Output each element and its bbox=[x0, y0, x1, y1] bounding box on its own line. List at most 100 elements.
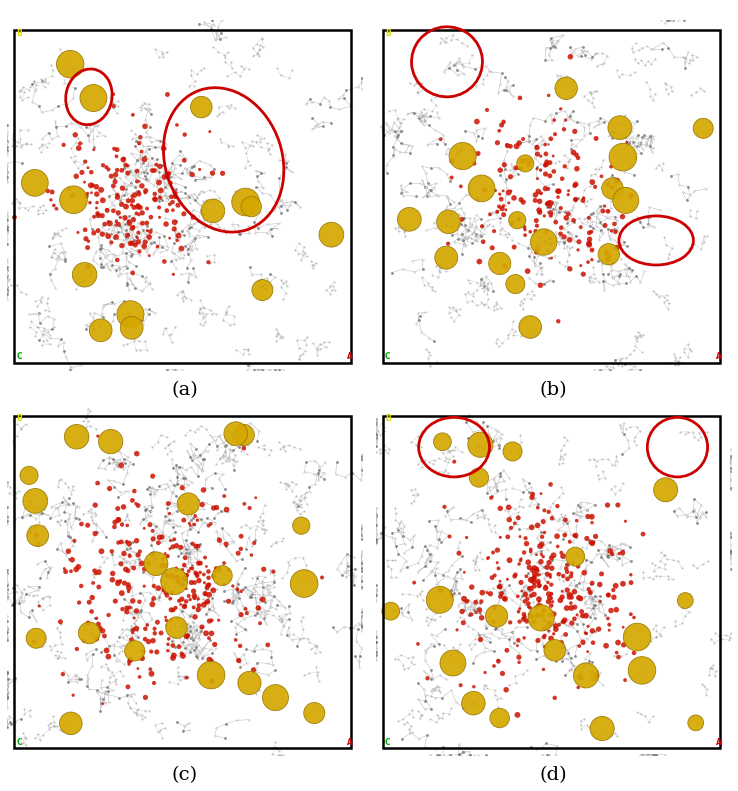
Point bbox=[494, 164, 506, 176]
Point bbox=[176, 578, 188, 591]
Point bbox=[499, 260, 511, 273]
Point bbox=[97, 159, 109, 172]
Point bbox=[556, 172, 568, 185]
Point bbox=[611, 174, 623, 187]
Point bbox=[117, 501, 129, 513]
Point bbox=[509, 517, 521, 530]
Point bbox=[546, 512, 558, 524]
Point bbox=[134, 596, 145, 608]
Point bbox=[583, 237, 595, 250]
Point bbox=[207, 584, 219, 596]
Point bbox=[568, 612, 580, 625]
Point bbox=[128, 611, 140, 624]
Point bbox=[159, 611, 171, 623]
Point bbox=[534, 579, 545, 592]
Point bbox=[168, 222, 180, 235]
Point bbox=[548, 607, 559, 620]
Point bbox=[186, 168, 198, 181]
Point bbox=[520, 532, 531, 544]
Point bbox=[194, 163, 206, 176]
Point bbox=[435, 584, 446, 596]
Point bbox=[165, 191, 177, 203]
Point bbox=[553, 185, 565, 198]
Point bbox=[482, 552, 494, 565]
Point bbox=[539, 582, 551, 595]
Point bbox=[542, 561, 554, 573]
Point bbox=[180, 630, 192, 643]
Point bbox=[157, 553, 169, 566]
Point bbox=[165, 592, 176, 605]
Point bbox=[586, 517, 598, 529]
Point bbox=[475, 633, 486, 645]
Point bbox=[204, 615, 215, 627]
Point bbox=[177, 649, 189, 662]
Point bbox=[519, 223, 531, 236]
Point bbox=[550, 216, 562, 229]
Point bbox=[476, 586, 488, 599]
Point bbox=[262, 638, 274, 651]
Point bbox=[241, 607, 252, 619]
Point bbox=[512, 634, 524, 646]
Point bbox=[492, 556, 503, 569]
Point bbox=[216, 570, 228, 582]
Point bbox=[308, 706, 320, 719]
Point bbox=[610, 604, 622, 616]
Point bbox=[539, 138, 551, 151]
Point bbox=[525, 610, 537, 623]
Point bbox=[523, 597, 534, 610]
Point bbox=[202, 579, 214, 592]
Point bbox=[123, 537, 135, 550]
Point bbox=[619, 674, 631, 687]
Point bbox=[532, 575, 544, 588]
Point bbox=[151, 240, 163, 253]
Point bbox=[514, 530, 526, 543]
Point bbox=[223, 595, 235, 607]
Point bbox=[82, 187, 94, 199]
Point bbox=[591, 669, 603, 682]
Point bbox=[494, 581, 506, 593]
Point bbox=[106, 236, 117, 248]
Point bbox=[136, 146, 148, 158]
Point bbox=[128, 189, 140, 202]
Point bbox=[532, 634, 544, 647]
Point bbox=[605, 604, 617, 617]
Point bbox=[585, 536, 597, 549]
Point bbox=[143, 231, 155, 244]
Point bbox=[82, 617, 94, 630]
Point bbox=[542, 183, 554, 195]
Point bbox=[175, 541, 187, 554]
Point bbox=[551, 530, 563, 543]
Point bbox=[139, 153, 151, 166]
Point bbox=[505, 170, 517, 183]
Point bbox=[179, 558, 190, 571]
Point bbox=[531, 219, 543, 232]
Point bbox=[537, 663, 549, 676]
Point bbox=[494, 575, 506, 588]
Point bbox=[198, 568, 210, 581]
Point bbox=[512, 512, 524, 524]
Point bbox=[545, 600, 557, 612]
Point bbox=[625, 569, 637, 581]
Point bbox=[520, 570, 532, 583]
Point bbox=[523, 582, 535, 595]
Point bbox=[601, 253, 613, 266]
Point bbox=[217, 167, 229, 180]
Point bbox=[167, 196, 179, 209]
Point bbox=[116, 587, 128, 600]
Point bbox=[202, 566, 214, 578]
Point bbox=[156, 531, 168, 543]
Point bbox=[570, 193, 582, 206]
Point bbox=[198, 483, 210, 496]
Point bbox=[507, 217, 519, 229]
Point bbox=[193, 557, 204, 570]
Point bbox=[191, 514, 203, 527]
Point bbox=[126, 190, 138, 202]
Point bbox=[164, 198, 176, 210]
Point bbox=[176, 563, 188, 576]
Point bbox=[202, 256, 214, 269]
Point bbox=[528, 576, 540, 589]
Point bbox=[528, 571, 540, 584]
Point bbox=[556, 221, 568, 234]
Point bbox=[527, 616, 539, 629]
Point bbox=[513, 137, 525, 149]
